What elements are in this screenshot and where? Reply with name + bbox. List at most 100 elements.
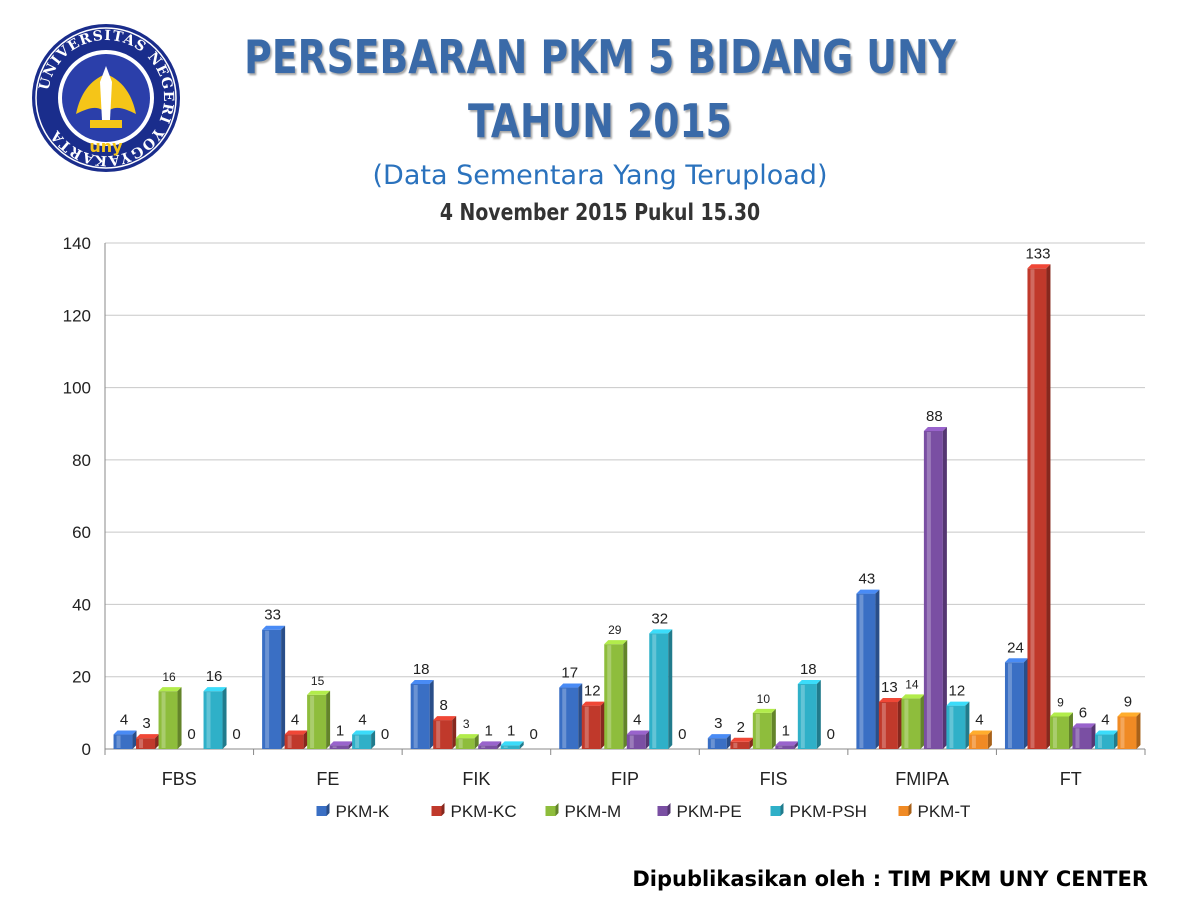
bar-side — [474, 734, 479, 749]
bar-highlight — [1120, 717, 1125, 748]
bar-pkm-kc — [284, 734, 304, 749]
y-tick-label: 40 — [72, 595, 91, 614]
bar-pkm-psh — [946, 705, 966, 749]
bar-highlight — [562, 688, 567, 748]
bar-top — [158, 687, 182, 692]
bar-pkm-pe — [478, 745, 498, 749]
bar-pkm-kc — [581, 705, 601, 749]
publisher-credit: Dipublikasikan oleh : TIM PKM UNY CENTER — [632, 867, 1148, 891]
legend-swatch — [431, 806, 442, 816]
bar-pkm-m — [604, 644, 624, 749]
bar-highlight — [310, 695, 315, 748]
y-tick-label: 140 — [63, 234, 91, 253]
bar-pkm-k — [559, 687, 579, 749]
bar-highlight — [1052, 717, 1057, 748]
data-label: 10 — [757, 692, 771, 706]
bar-pkm-k — [113, 734, 133, 749]
data-label: 43 — [859, 571, 876, 588]
bar-top — [329, 741, 353, 746]
data-label: 1 — [507, 722, 515, 739]
bar-top — [478, 741, 502, 746]
bar-side — [726, 734, 731, 749]
data-label: 0 — [530, 726, 538, 743]
bar-side — [578, 683, 583, 749]
legend-swatch — [316, 806, 327, 816]
data-label: 1 — [485, 722, 493, 739]
legend-label: PKM-K — [336, 802, 391, 821]
uny-logo: UNIVERSITAS NEGERI YOGYAKARTA uny — [32, 24, 180, 172]
bar-pkm-m — [901, 698, 921, 749]
page-title-year: TAHUN 2015 — [468, 94, 732, 148]
bar-pkm-pe — [775, 745, 795, 749]
bar-pkm-m — [158, 691, 178, 749]
x-tick-label: FE — [316, 769, 339, 789]
bar-side — [897, 698, 902, 749]
data-label: 1 — [782, 722, 790, 739]
legend-swatch-side — [555, 803, 559, 816]
bar-highlight — [139, 739, 144, 748]
data-label: 15 — [311, 674, 325, 688]
bar-side — [497, 741, 502, 749]
data-label: 13 — [881, 679, 898, 696]
bar-highlight — [436, 721, 441, 748]
bar-pkm-m — [307, 694, 327, 749]
bar-highlight — [481, 746, 486, 748]
bar-highlight — [332, 746, 337, 748]
y-tick-label: 60 — [72, 523, 91, 542]
bar-pkm-kc — [1027, 268, 1047, 749]
bar-top — [1117, 712, 1141, 717]
bar-top — [604, 640, 628, 645]
data-label: 32 — [651, 610, 668, 627]
data-label: 4 — [120, 712, 128, 729]
bar-side — [920, 694, 925, 749]
bar-top — [307, 690, 331, 695]
bar-highlight — [733, 742, 738, 748]
legend-swatch — [657, 806, 668, 816]
data-label: 0 — [381, 726, 389, 743]
bar-pkm-psh — [797, 683, 817, 749]
data-label: 4 — [975, 712, 983, 729]
bar-side — [452, 716, 457, 749]
bar-highlight — [881, 703, 886, 748]
bar-side — [1113, 730, 1118, 749]
legend-label: PKM-PSH — [790, 802, 867, 821]
bar-side — [875, 589, 880, 749]
x-tick-label: FT — [1060, 769, 1082, 789]
y-tick-label: 80 — [72, 451, 91, 470]
x-tick-label: FMIPA — [895, 769, 949, 789]
bar-side — [771, 708, 776, 749]
bar-highlight — [926, 431, 931, 748]
legend-swatch — [898, 806, 909, 816]
bar-side — [965, 701, 970, 749]
bar-top — [1049, 712, 1073, 717]
bar-pkm-m — [752, 712, 772, 749]
bar-side — [942, 426, 947, 749]
bar-top — [410, 679, 434, 684]
bar-side — [816, 679, 821, 749]
bar-top — [352, 730, 376, 735]
bar-side — [1023, 658, 1028, 749]
bar-pkm-m — [455, 738, 475, 749]
bar-pkm-m — [1049, 716, 1069, 749]
page-subtitle: (Data Sementara Yang Terupload) — [372, 160, 828, 191]
bar-side — [794, 741, 799, 749]
data-label: 2 — [737, 719, 745, 736]
bar-highlight — [778, 746, 783, 748]
bar-side — [987, 730, 992, 749]
bar-highlight — [206, 692, 211, 748]
bar-highlight — [755, 713, 760, 748]
bar-pkm-kc — [136, 738, 156, 749]
bar-side — [600, 701, 605, 749]
bar-highlight — [413, 684, 418, 748]
bar-side — [326, 690, 331, 749]
bar-side — [155, 734, 160, 749]
data-label: 16 — [206, 668, 223, 685]
x-tick-label: FIS — [760, 769, 788, 789]
bar-highlight — [652, 634, 657, 748]
bar-top — [559, 683, 583, 688]
data-timestamp: 4 November 2015 Pukul 15.30 — [439, 200, 761, 226]
bar-side — [1136, 712, 1141, 749]
bar-top — [752, 708, 776, 713]
bar-top — [433, 716, 457, 721]
